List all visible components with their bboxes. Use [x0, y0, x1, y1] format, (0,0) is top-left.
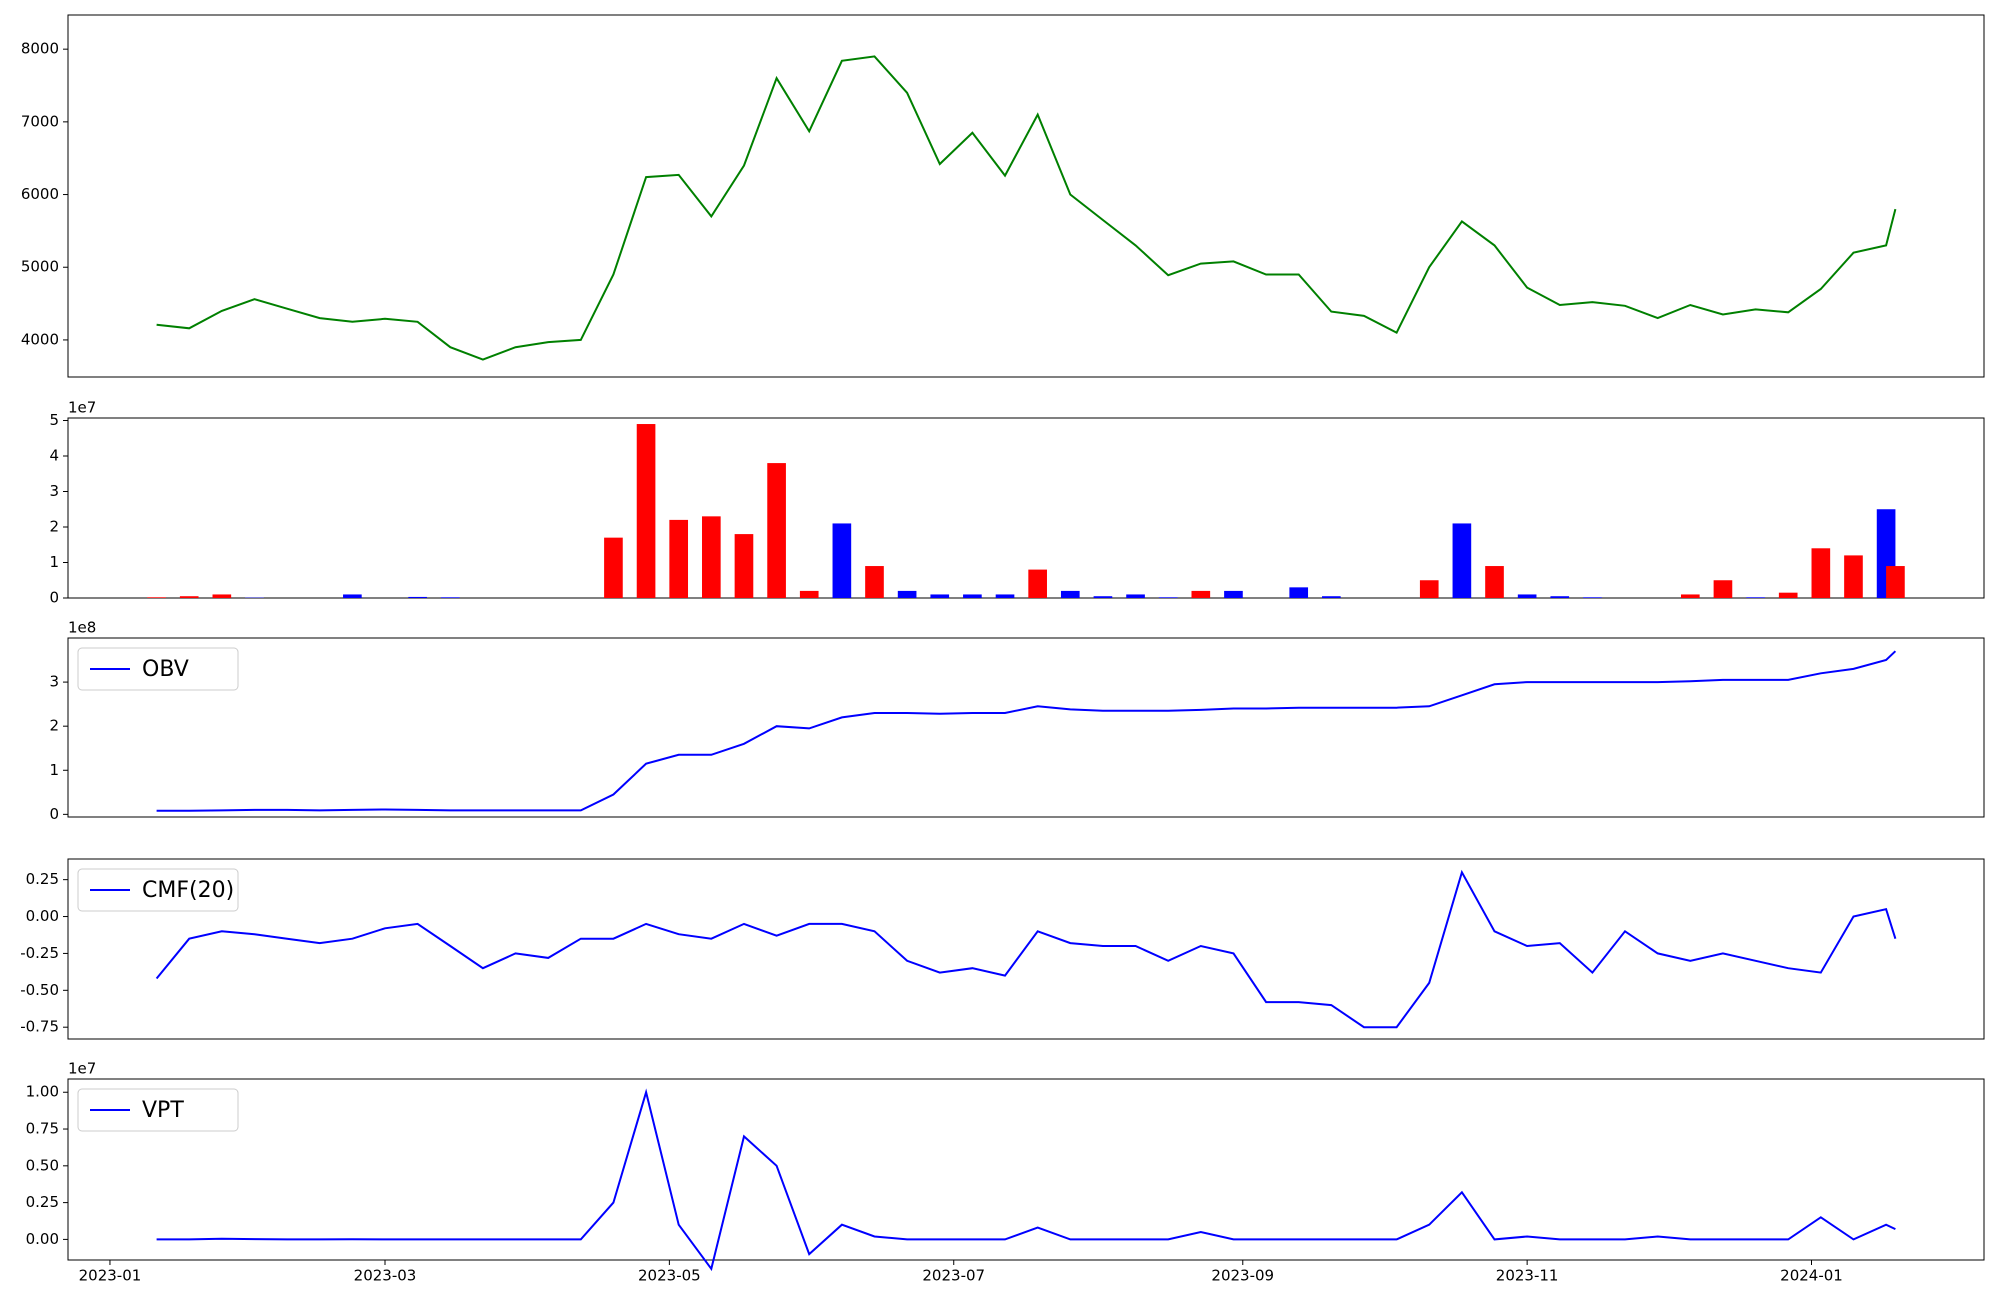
y-tick-label: 0	[49, 589, 59, 607]
volume-bar	[1517, 594, 1537, 598]
volume-bar	[1322, 596, 1341, 598]
volume-bar	[669, 519, 689, 598]
legend-box	[77, 868, 239, 912]
plot-frame	[67, 1078, 1985, 1261]
volume-bar	[179, 596, 199, 598]
volume-bar	[1093, 596, 1113, 598]
y-tick-label: 2	[49, 517, 59, 535]
x-tick-label: 2023-01	[79, 1267, 142, 1285]
y-tick-label: 7000	[21, 112, 59, 130]
volume-bar	[1680, 594, 1700, 598]
plot-frame	[67, 417, 1985, 599]
volume-bar	[147, 597, 166, 598]
y-tick-label: 0.50	[26, 1156, 59, 1174]
y-offset-label: 1e7	[68, 1060, 96, 1078]
volume-bar	[1713, 580, 1733, 598]
volume-bar	[1289, 587, 1309, 598]
x-tick-label: 2023-07	[922, 1267, 985, 1285]
y-tick-label: 8000	[21, 40, 59, 58]
x-tick-label: 2023-03	[354, 1267, 417, 1285]
y-tick-label: 2	[49, 717, 59, 735]
y-tick-label: 0.00	[26, 1230, 59, 1248]
volume-bar	[604, 537, 623, 598]
plot-frame	[67, 858, 1985, 1040]
line-series	[156, 650, 1897, 812]
volume-bar	[343, 594, 362, 598]
plot-frame	[67, 637, 1985, 818]
volume-bar	[1844, 555, 1863, 598]
volume-bar	[995, 594, 1015, 598]
y-offset-label: 1e7	[68, 399, 96, 417]
y-tick-label: 3	[49, 673, 59, 691]
volume-bar	[1811, 548, 1831, 598]
volume-bar	[1583, 597, 1602, 598]
x-tick-label: 2023-11	[1496, 1267, 1559, 1285]
volume-bar	[702, 516, 721, 598]
volume-bar	[1746, 597, 1765, 598]
legend-label: CMF(20)	[142, 878, 234, 903]
x-tick-label: 2023-05	[638, 1267, 701, 1285]
volume-bar	[1886, 566, 1905, 598]
volume-bar	[1419, 580, 1439, 598]
volume-bar	[1191, 590, 1211, 598]
y-tick-label: -0.25	[20, 944, 59, 962]
y-tick-label: 0.75	[26, 1120, 59, 1138]
y-tick-label: 1.00	[26, 1083, 59, 1101]
volume-bar	[1452, 523, 1472, 598]
volume-bar	[1550, 596, 1570, 598]
legend-label: VPT	[142, 1098, 184, 1123]
y-tick-label: 3	[49, 482, 59, 500]
y-tick-label: 0.25	[26, 1193, 59, 1211]
y-offset-label: 1e8	[68, 619, 96, 637]
volume-bar	[1778, 592, 1798, 598]
volume-bar	[1060, 590, 1080, 598]
y-tick-label: 0.00	[26, 907, 59, 925]
y-tick-label: 1	[49, 761, 59, 779]
x-tick-label: 2024-01	[1780, 1267, 1843, 1285]
legend-box	[77, 1088, 239, 1132]
volume-bar	[1028, 569, 1047, 598]
volume-bar	[440, 597, 460, 598]
volume-bar	[832, 523, 852, 598]
volume-bar	[212, 594, 232, 598]
y-tick-label: 5000	[21, 258, 59, 276]
y-tick-label: 1	[49, 553, 59, 571]
y-tick-label: 6000	[21, 185, 59, 203]
y-tick-label: 5	[49, 411, 59, 429]
y-tick-label: 4000	[21, 330, 59, 348]
plot-frame	[67, 14, 1985, 378]
volume-bar	[1126, 594, 1145, 598]
volume-bar	[767, 463, 786, 598]
y-tick-label: -0.75	[20, 1018, 59, 1036]
volume-bar	[1485, 566, 1504, 598]
y-tick-label: -0.50	[20, 981, 59, 999]
volume-bar	[636, 424, 656, 598]
line-series	[156, 55, 1897, 361]
volume-bar	[930, 594, 950, 598]
volume-bar	[1158, 597, 1178, 598]
legend-label: OBV	[142, 657, 189, 682]
volume-bar	[1224, 590, 1243, 598]
x-tick-label: 2023-09	[1211, 1267, 1274, 1285]
volume-bar	[897, 590, 917, 598]
y-tick-label: 4	[49, 446, 59, 464]
y-tick-label: 0.25	[26, 870, 59, 888]
line-series	[155, 869, 1897, 1029]
line-series	[156, 1088, 1896, 1272]
volume-bar	[799, 590, 819, 598]
volume-bar	[865, 566, 884, 598]
volume-bar	[734, 534, 754, 598]
legend-box	[77, 647, 239, 691]
volume-bar	[963, 594, 982, 598]
volume-bar	[408, 596, 427, 598]
y-tick-label: 0	[49, 805, 59, 823]
